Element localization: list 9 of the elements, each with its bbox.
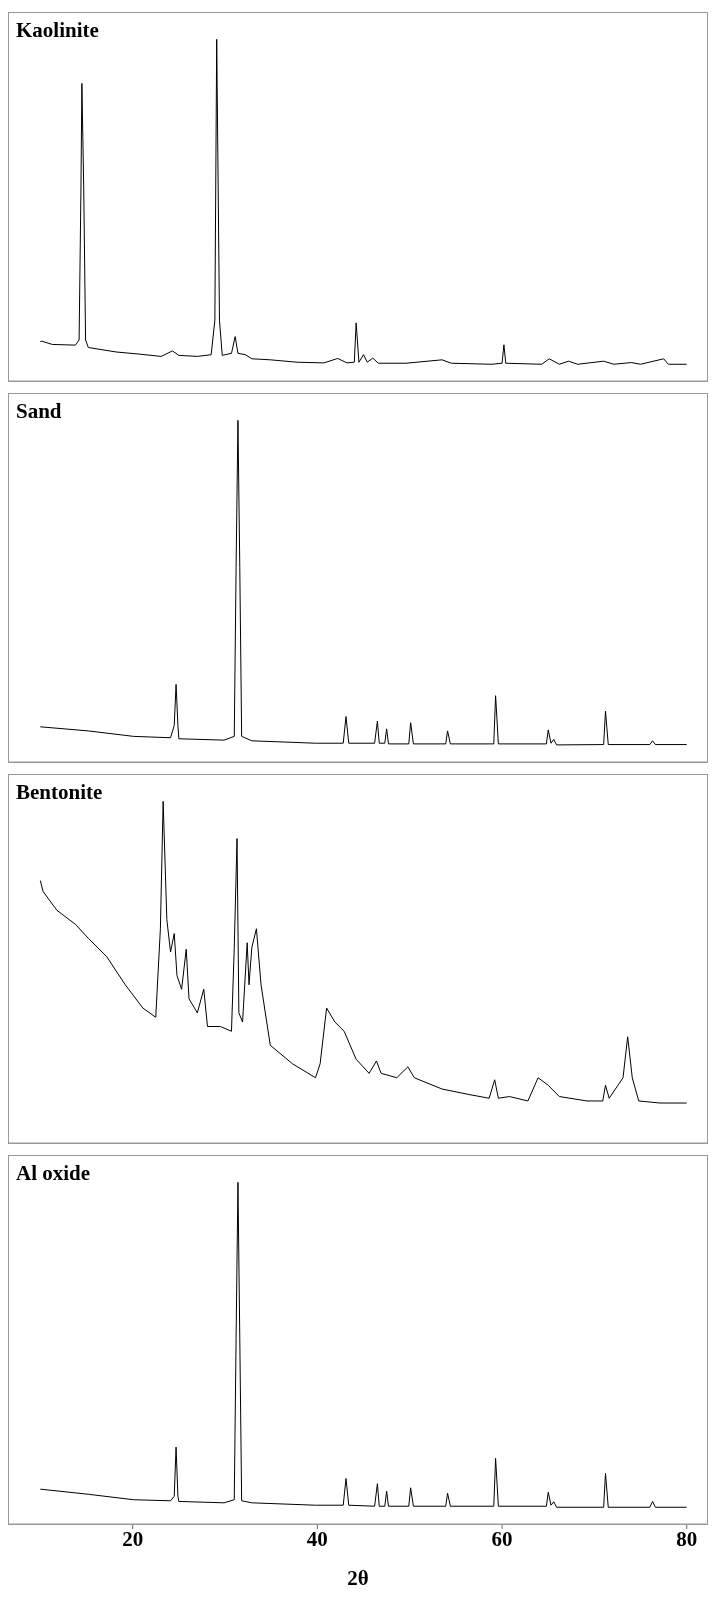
chart-title: Al oxide bbox=[16, 1161, 91, 1186]
chart-title: Kaolinite bbox=[16, 18, 99, 43]
chart-title: Sand bbox=[16, 399, 62, 424]
chart-title: Bentonite bbox=[16, 780, 103, 805]
x-tick-label: 20 bbox=[122, 1526, 144, 1551]
x-tick-label: 60 bbox=[491, 1526, 513, 1551]
x-tick-label: 40 bbox=[306, 1526, 328, 1551]
x-tick-label: 80 bbox=[676, 1526, 698, 1551]
x-axis-title: 2θ bbox=[346, 1566, 370, 1591]
